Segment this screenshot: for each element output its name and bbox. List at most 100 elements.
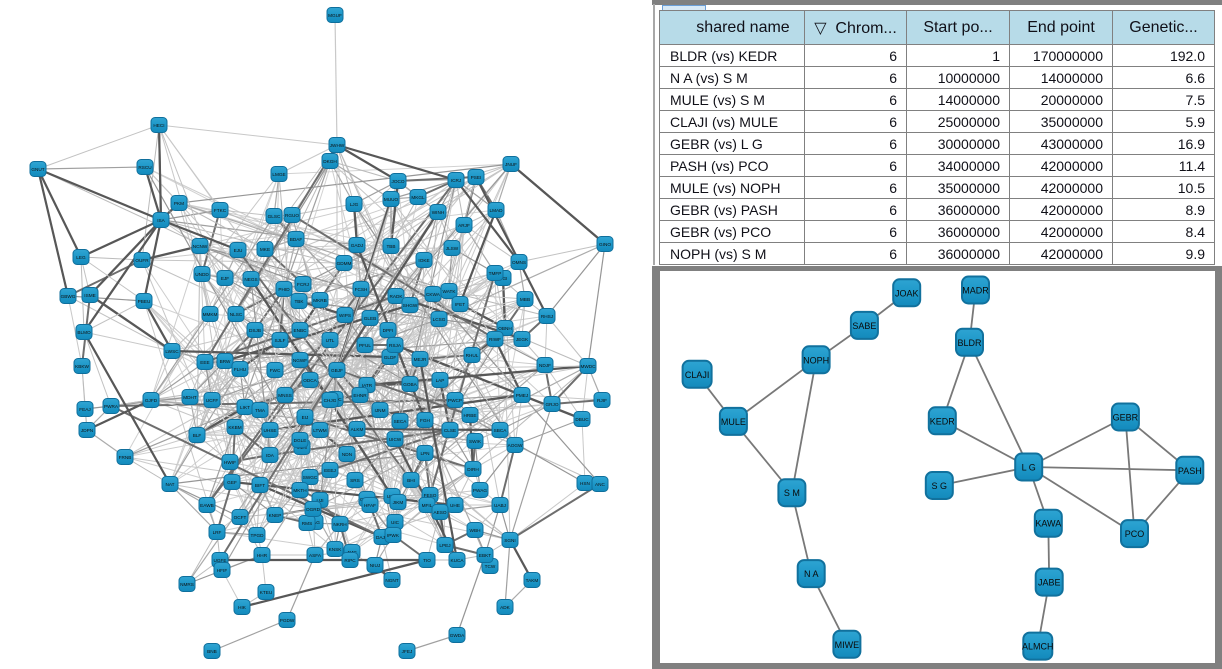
svg-text:GRJO: GRJO (545, 402, 558, 407)
svg-text:ISME: ISME (84, 293, 95, 298)
svg-text:OUFR: OUFR (135, 258, 149, 263)
svg-text:KTEU: KTEU (260, 590, 273, 595)
svg-text:GINO: GINO (599, 242, 611, 247)
svg-text:ALKM: ALKM (351, 427, 364, 432)
svg-text:RSJA: RSJA (389, 343, 402, 348)
svg-text:LPEJ: LPEJ (439, 543, 450, 548)
svg-text:SRS: SRS (350, 478, 360, 483)
svg-text:LWSC: LWSC (165, 349, 179, 354)
svg-text:SHGW: SHGW (403, 303, 418, 308)
svg-text:DBUC: DBUC (575, 417, 589, 422)
svg-text:IPWK: IPWK (387, 533, 400, 538)
svg-text:ICRJ: ICRJ (451, 178, 461, 183)
svg-text:JDPN: JDPN (81, 428, 93, 433)
svg-text:HECI: HECI (153, 123, 164, 128)
svg-text:OGRD: OGRD (306, 507, 321, 512)
svg-text:BHI: BHI (407, 478, 415, 483)
svg-text:GBWG: GBWG (61, 294, 76, 299)
svg-text:SGNI: SGNI (504, 538, 515, 543)
svg-text:DAJP: DAJP (376, 535, 388, 540)
svg-text:IDA: IDA (266, 453, 275, 458)
svg-text:GLDF: GLDF (384, 355, 397, 360)
svg-text:DKGH: DKGH (323, 159, 337, 164)
svg-text:MWDC: MWDC (580, 364, 596, 369)
svg-text:MNSS: MNSS (278, 393, 292, 398)
svg-text:PMEJ: PMEJ (516, 393, 529, 398)
svg-text:TBK: TBK (294, 299, 304, 304)
svg-text:SJLF: SJLF (275, 338, 286, 343)
svg-text:SWIK: SWIK (469, 439, 482, 444)
svg-text:JWHW: JWHW (330, 143, 345, 148)
svg-text:KNEP: KNEP (269, 513, 282, 518)
svg-text:JIKM: JIKM (393, 500, 404, 505)
svg-text:PWCP: PWCP (448, 398, 462, 403)
svg-text:SBCA: SBCA (494, 428, 508, 433)
svg-text:PWAG: PWAG (473, 488, 488, 493)
svg-text:EIJ: EIJ (302, 415, 309, 420)
svg-text:HHR: HHR (257, 553, 268, 558)
svg-text:NIUJ: NIUJ (370, 563, 380, 568)
svg-text:OCFT: OCFT (234, 515, 247, 520)
svg-text:MKRB: MKRB (313, 298, 327, 303)
svg-text:RADK: RADK (389, 294, 403, 299)
svg-text:HWIF: HWIF (224, 460, 236, 465)
svg-text:MKE: MKE (260, 247, 270, 252)
svg-text:FCRJ: FCRJ (297, 282, 309, 287)
svg-text:MKTH: MKTH (293, 488, 306, 493)
svg-text:RHUL: RHUL (466, 353, 479, 358)
svg-text:AESO: AESO (433, 510, 446, 515)
svg-text:RMS: RMS (302, 521, 312, 526)
svg-text:LPN: LPN (420, 451, 429, 456)
svg-text:GADJ: GADJ (351, 243, 364, 248)
svg-text:JNUF: JNUF (505, 162, 517, 167)
svg-text:LMAD: LMAD (489, 208, 503, 213)
svg-text:RIPC: RIPC (344, 558, 356, 563)
svg-text:KKBM: KKBM (228, 425, 241, 430)
svg-text:TMA: TMA (255, 408, 266, 413)
svg-text:MKGL: MKGL (411, 195, 425, 200)
svg-text:BRW: BRW (220, 359, 231, 364)
svg-text:CLSE: CLSE (444, 428, 456, 433)
svg-text:ARJF: ARJF (458, 223, 470, 228)
svg-text:WINH: WINH (432, 210, 445, 215)
svg-text:RGUO: RGUO (285, 213, 299, 218)
svg-text:CHJG: CHJG (324, 398, 337, 403)
svg-text:BIFT: BIFT (255, 483, 265, 488)
svg-text:TIO: TIO (423, 558, 431, 563)
svg-text:LAP: LAP (436, 378, 445, 383)
svg-text:SECA: SECA (394, 419, 408, 424)
svg-text:UCFF: UCFF (206, 398, 219, 403)
svg-text:UJI: UJI (316, 498, 323, 503)
svg-text:ADK: ADK (500, 605, 511, 610)
svg-text:MEJR: MEJR (414, 357, 427, 362)
svg-text:FGH: FGH (420, 418, 430, 423)
svg-text:NGNT: NGNT (385, 578, 398, 583)
svg-text:WBH: WBH (470, 528, 481, 533)
svg-text:TCW: TCW (485, 564, 496, 569)
svg-text:OMNS: OMNS (512, 260, 526, 265)
svg-text:EBKT: EBKT (479, 553, 491, 558)
svg-text:JEGK: JEGK (516, 337, 529, 342)
svg-text:FCSH: FCSH (355, 287, 368, 292)
svg-text:PSEI: PSEI (471, 175, 482, 180)
svg-text:FEAJ: FEAJ (79, 407, 90, 412)
svg-text:FRNB: FRNB (119, 455, 132, 460)
svg-text:HRBE: HRBE (463, 413, 476, 418)
svg-text:LJG: LJG (350, 202, 359, 207)
svg-text:IFET: IFET (455, 302, 465, 307)
svg-text:PKM: PKM (174, 201, 184, 206)
svg-text:TPGD: TPGD (250, 533, 264, 538)
svg-text:BNB: BNB (207, 649, 217, 654)
svg-text:WATK: WATK (442, 289, 456, 294)
svg-text:PFUL: PFUL (359, 343, 371, 348)
svg-text:MGUF: MGUF (328, 13, 342, 18)
svg-text:DPFI: DPFI (383, 328, 394, 333)
svg-text:UGFE: UGFE (213, 558, 226, 563)
svg-text:LMGE: LMGE (272, 172, 285, 177)
svg-text:JFEJ: JFEJ (402, 649, 413, 654)
svg-text:DGLE: DGLE (294, 438, 307, 443)
svg-text:NAT: NAT (165, 482, 174, 487)
svg-text:KNSK: KNSK (329, 547, 343, 552)
svg-text:HFAF: HFAF (364, 503, 376, 508)
svg-text:NDN: NDN (342, 452, 352, 457)
